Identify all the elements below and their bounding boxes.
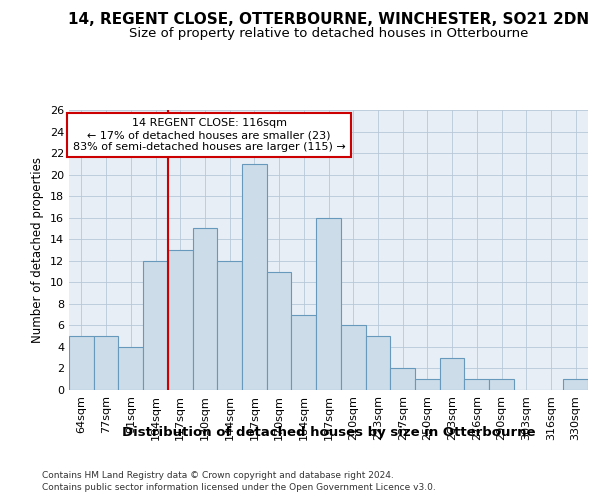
Text: 14 REGENT CLOSE: 116sqm
← 17% of detached houses are smaller (23)
83% of semi-de: 14 REGENT CLOSE: 116sqm ← 17% of detache… <box>73 118 346 152</box>
Text: Contains public sector information licensed under the Open Government Licence v3: Contains public sector information licen… <box>42 483 436 492</box>
Bar <box>316 218 341 390</box>
Bar <box>292 314 316 390</box>
Bar <box>440 358 464 390</box>
Bar <box>365 336 390 390</box>
Bar <box>341 326 365 390</box>
Y-axis label: Number of detached properties: Number of detached properties <box>31 157 44 343</box>
Bar <box>118 347 143 390</box>
Bar <box>143 261 168 390</box>
Bar <box>489 379 514 390</box>
Bar <box>242 164 267 390</box>
Text: Distribution of detached houses by size in Otterbourne: Distribution of detached houses by size … <box>122 426 536 439</box>
Bar <box>563 379 588 390</box>
Bar <box>415 379 440 390</box>
Text: Size of property relative to detached houses in Otterbourne: Size of property relative to detached ho… <box>129 28 529 40</box>
Text: Contains HM Land Registry data © Crown copyright and database right 2024.: Contains HM Land Registry data © Crown c… <box>42 472 394 480</box>
Bar <box>69 336 94 390</box>
Bar <box>168 250 193 390</box>
Bar <box>94 336 118 390</box>
Bar <box>217 261 242 390</box>
Bar <box>390 368 415 390</box>
Bar <box>267 272 292 390</box>
Bar <box>464 379 489 390</box>
Text: 14, REGENT CLOSE, OTTERBOURNE, WINCHESTER, SO21 2DN: 14, REGENT CLOSE, OTTERBOURNE, WINCHESTE… <box>68 12 589 28</box>
Bar <box>193 228 217 390</box>
